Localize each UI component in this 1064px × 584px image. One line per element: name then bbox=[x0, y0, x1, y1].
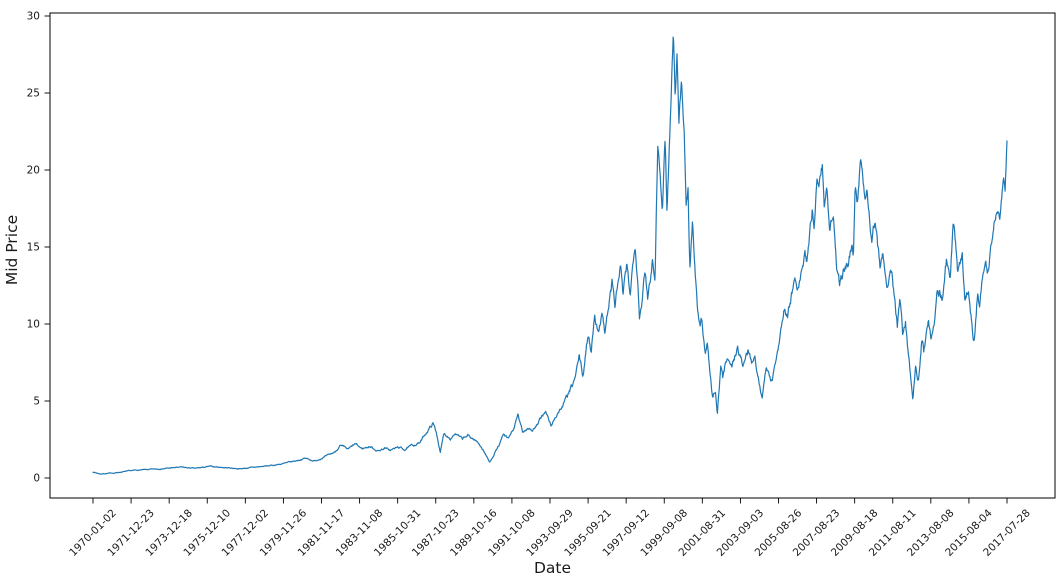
x-axis-label: Date bbox=[534, 559, 571, 577]
x-axis-ticks: 1970-01-021971-12-231973-12-181975-12-10… bbox=[67, 498, 1033, 559]
plot-area bbox=[49, 12, 1056, 499]
price-line-series bbox=[92, 36, 1008, 475]
y-tick-label: 30 bbox=[27, 11, 40, 23]
y-axis-label: Mid Price bbox=[3, 215, 21, 285]
y-tick-label: 15 bbox=[27, 242, 40, 254]
y-tick-label: 10 bbox=[27, 319, 40, 331]
y-tick-label: 5 bbox=[33, 396, 40, 408]
y-axis-ticks: 0 5 10 15 20 25 30 bbox=[27, 11, 50, 485]
y-tick-label: 25 bbox=[27, 88, 40, 100]
y-tick-label: 0 bbox=[33, 473, 40, 485]
y-tick-label: 20 bbox=[27, 165, 40, 177]
